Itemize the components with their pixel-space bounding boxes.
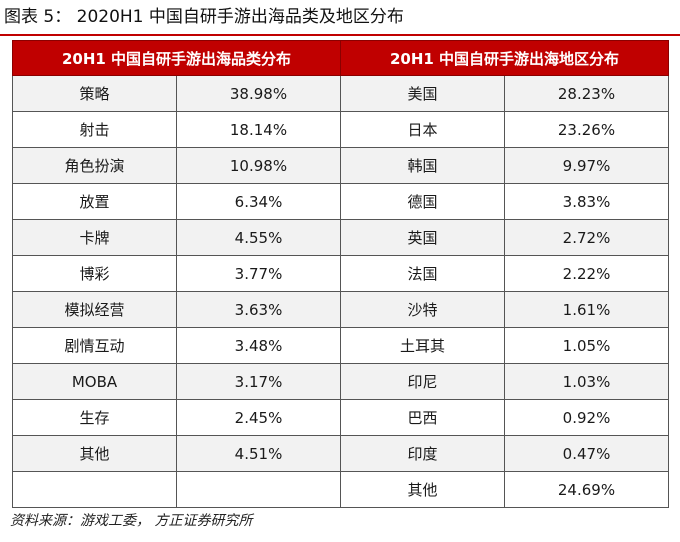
category-share-cell: 3.63% [176,291,341,328]
category-cell: 剧情互动 [12,327,177,364]
category-cell: 生存 [12,399,177,436]
region-share-cell: 9.97% [504,147,669,184]
category-share-cell: 6.34% [176,183,341,220]
empty-category-cell [12,471,177,508]
region-share-cell: 0.47% [504,435,669,472]
region-cell: 日本 [340,111,505,148]
title-divider [0,34,680,36]
table-row: 放置 6.34% 德国 3.83% [12,183,669,220]
empty-category-share-cell [176,471,341,508]
table-row: 剧情互动 3.48% 土耳其 1.05% [12,327,669,364]
region-cell: 英国 [340,219,505,256]
region-share-cell: 1.03% [504,363,669,400]
table-row: 卡牌 4.55% 英国 2.72% [12,219,669,256]
region-cell: 巴西 [340,399,505,436]
region-cell: 韩国 [340,147,505,184]
category-cell: MOBA [12,363,177,400]
category-share-cell: 3.17% [176,363,341,400]
region-distribution-header: 20H1 中国自研手游出海地区分布 [340,40,669,76]
category-cell: 策略 [12,75,177,112]
header-row: 20H1 中国自研手游出海品类分布 20H1 中国自研手游出海地区分布 [12,40,669,76]
category-cell: 博彩 [12,255,177,292]
table-row: 生存 2.45% 巴西 0.92% [12,399,669,436]
table-row: 角色扮演 10.98% 韩国 9.97% [12,147,669,184]
region-share-cell: 1.61% [504,291,669,328]
figure-title: 图表 5： 2020H1 中国自研手游出海品类及地区分布 [4,7,404,27]
region-share-cell: 28.23% [504,75,669,112]
region-share-cell: 1.05% [504,327,669,364]
category-share-cell: 3.48% [176,327,341,364]
table-row: 模拟经营 3.63% 沙特 1.61% [12,291,669,328]
region-share-cell: 2.72% [504,219,669,256]
region-share-cell: 23.26% [504,111,669,148]
category-cell: 模拟经营 [12,291,177,328]
table-row: 其他 24.69% [12,471,669,508]
table-row: MOBA 3.17% 印尼 1.03% [12,363,669,400]
category-cell: 放置 [12,183,177,220]
region-cell: 印度 [340,435,505,472]
region-cell: 土耳其 [340,327,505,364]
region-share-cell: 24.69% [504,471,669,508]
category-share-cell: 38.98% [176,75,341,112]
category-share-cell: 2.45% [176,399,341,436]
region-cell: 印尼 [340,363,505,400]
table-row: 博彩 3.77% 法国 2.22% [12,255,669,292]
region-cell: 德国 [340,183,505,220]
source-note: 资料来源：游戏工委， 方正证券研究所 [10,513,253,529]
region-share-cell: 3.83% [504,183,669,220]
region-share-cell: 0.92% [504,399,669,436]
category-cell: 角色扮演 [12,147,177,184]
table-row: 策略 38.98% 美国 28.23% [12,75,669,112]
region-cell: 沙特 [340,291,505,328]
category-share-cell: 4.55% [176,219,341,256]
region-cell: 美国 [340,75,505,112]
category-share-cell: 10.98% [176,147,341,184]
region-cell: 其他 [340,471,505,508]
category-share-cell: 18.14% [176,111,341,148]
table-row: 其他 4.51% 印度 0.47% [12,435,669,472]
category-share-cell: 3.77% [176,255,341,292]
category-cell: 射击 [12,111,177,148]
region-cell: 法国 [340,255,505,292]
category-cell: 其他 [12,435,177,472]
category-cell: 卡牌 [12,219,177,256]
category-share-cell: 4.51% [176,435,341,472]
distribution-table: 20H1 中国自研手游出海品类分布 20H1 中国自研手游出海地区分布 策略 3… [12,40,669,508]
region-share-cell: 2.22% [504,255,669,292]
table-row: 射击 18.14% 日本 23.26% [12,111,669,148]
category-distribution-header: 20H1 中国自研手游出海品类分布 [12,40,341,76]
